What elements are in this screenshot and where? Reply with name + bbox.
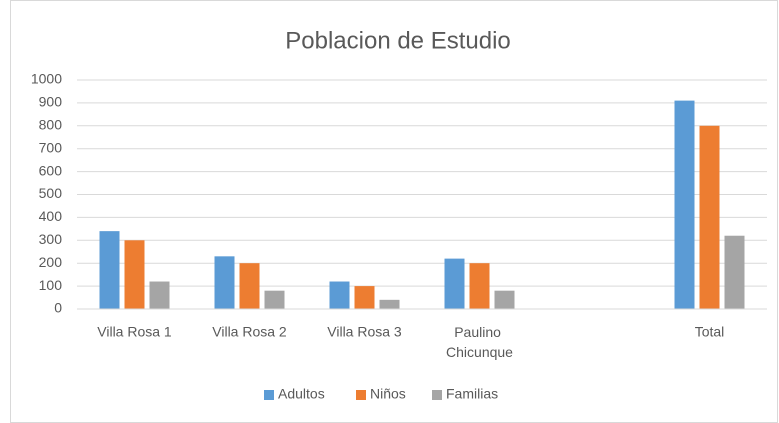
bar [494, 290, 515, 309]
bar [149, 281, 170, 309]
x-tick-label: Villa Rosa 1 [97, 324, 172, 340]
y-tick-label: 300 [39, 231, 63, 247]
bar [469, 263, 490, 309]
legend-swatch [432, 390, 442, 400]
bar [674, 100, 695, 309]
legend-label: Niños [370, 386, 406, 402]
x-tick-label-line: Paulino [454, 324, 505, 340]
y-tick-label: 200 [39, 254, 63, 270]
x-tick-label: Villa Rosa 3 [327, 324, 402, 340]
y-tick-label: 900 [39, 94, 63, 110]
y-tick-label: 600 [39, 162, 63, 178]
bar [214, 256, 235, 309]
y-tick-label: 500 [39, 185, 63, 201]
y-tick-label: 800 [39, 117, 63, 133]
bar [699, 125, 720, 309]
bar [444, 258, 465, 309]
legend-label: Familias [446, 386, 498, 402]
y-tick-label: 700 [39, 139, 63, 155]
y-tick-label: 100 [39, 277, 63, 293]
x-tick-label: Villa Rosa 2 [212, 324, 287, 340]
bar [239, 263, 260, 309]
chart-frame [10, 0, 778, 423]
bar [354, 286, 375, 309]
bar [99, 231, 120, 309]
bar [329, 281, 350, 309]
bar [724, 235, 745, 309]
bar [124, 240, 145, 309]
y-tick-label: 1000 [31, 71, 62, 87]
x-tick-label: Paulino Chicunque [446, 324, 513, 360]
legend-swatch [356, 390, 366, 400]
bar [379, 299, 400, 309]
y-tick-label: 0 [54, 300, 62, 316]
chart-title: Poblacion de Estudio [285, 27, 511, 54]
x-tick-label-line: Chicunque [446, 344, 513, 360]
bar [264, 290, 285, 309]
y-tick-label: 400 [39, 208, 63, 224]
x-tick-label: Total [695, 324, 725, 340]
legend-label: Adultos [278, 386, 325, 402]
legend-swatch [264, 390, 274, 400]
